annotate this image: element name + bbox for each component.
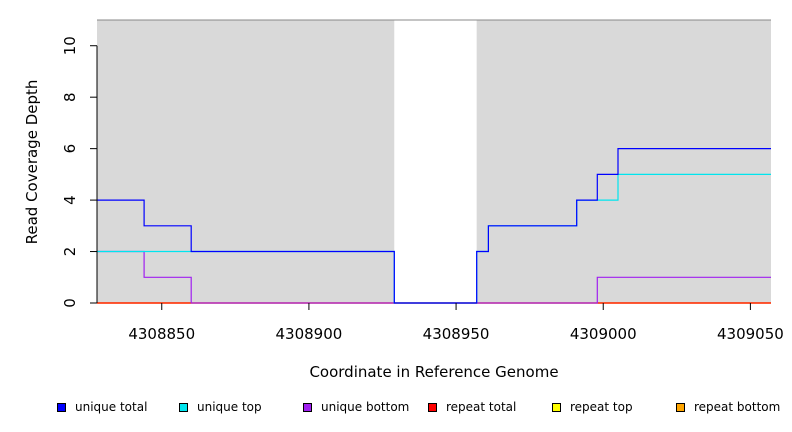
legend-swatch (57, 402, 66, 412)
y-tick-label: 10 (61, 36, 79, 55)
y-tick-label: 2 (61, 247, 79, 257)
coverage-chart: 0 2 4 6 8 10 4308850 4308900 4308950 4309000 43090… (23, 19, 784, 381)
legend-item-repeat-bottom: repeat bottom (676, 400, 780, 414)
x-tick-label: 4309000 (570, 325, 637, 343)
legend-item-unique-top: unique top (179, 400, 262, 414)
legend-item-unique-bottom: unique bottom (303, 400, 409, 414)
y-tick-label: 6 (61, 144, 79, 154)
axes: 0 2 4 6 8 10 4308850 4308900 4308950 4309000 43090… (61, 19, 784, 343)
series-line-unique-total (97, 148, 771, 304)
legend-swatch (428, 402, 437, 412)
legend: unique total unique top unique bottom repea… (0, 400, 792, 418)
legend-label: unique bottom (321, 400, 410, 414)
x-tick-label: 4309050 (717, 325, 784, 343)
x-axis-title: Coordinate in Reference Genome (309, 363, 558, 381)
legend-item-repeat-total: repeat total (428, 400, 516, 414)
legend-item-repeat-top: repeat top (552, 400, 633, 414)
y-tick-label: 0 (61, 298, 79, 308)
y-axis-title: Read Coverage Depth (23, 80, 41, 245)
x-tick-label: 4308900 (276, 325, 343, 343)
x-tick-label: 4308950 (423, 325, 490, 343)
legend-swatch (303, 402, 312, 412)
y-tick-label: 8 (61, 92, 79, 102)
series-line-unique-bottom (97, 250, 771, 304)
x-tick-label: 4308850 (128, 325, 195, 343)
legend-swatch (676, 402, 685, 412)
legend-label: unique top (197, 400, 262, 414)
legend-swatch (552, 402, 561, 412)
legend-label: repeat top (570, 400, 633, 414)
gap-region (394, 20, 477, 303)
plot-area (97, 20, 771, 304)
legend-swatch (179, 402, 188, 412)
legend-label: repeat total (446, 400, 517, 414)
legend-item-unique-total: unique total (57, 400, 147, 414)
legend-label: unique total (75, 400, 148, 414)
y-tick-label: 4 (61, 195, 79, 205)
legend-label: repeat bottom (694, 400, 781, 414)
